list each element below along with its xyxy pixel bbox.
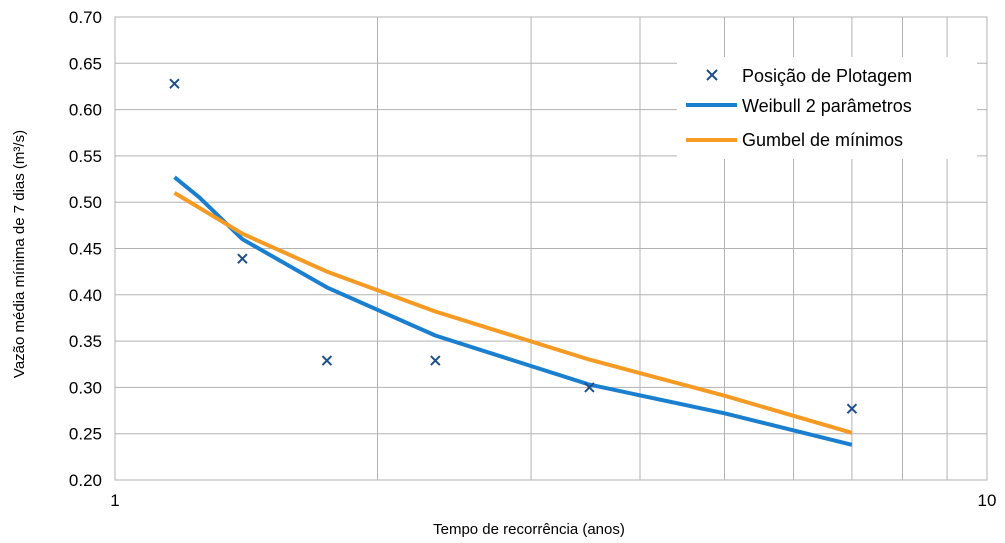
x-tick-label: 10 [978, 491, 997, 510]
y-tick-label: 0.60 [69, 101, 102, 120]
series-layer [169, 78, 858, 447]
y-axis-ticks: 0.20 0.25 0.30 0.35 0.40 0.45 0.50 0.55 0.60 0.65… [69, 8, 102, 490]
legend: Posição de Plotagem Weibull 2 parâmetros… [677, 57, 977, 159]
legend-marker-x-icon [706, 69, 718, 81]
y-tick-label: 0.45 [69, 240, 102, 259]
data-point-marker [430, 355, 441, 366]
y-tick-label: 0.55 [69, 147, 102, 166]
legend-label-plotting-position: Posição de Plotagem [742, 66, 912, 86]
legend-item-gumbel: Gumbel de mínimos [686, 130, 903, 150]
series-line-2 [173, 191, 853, 435]
y-tick-label: 0.40 [69, 286, 102, 305]
y-tick-label: 0.25 [69, 425, 102, 444]
y-tick-label: 0.20 [69, 471, 102, 490]
x-axis-ticks: 1 10 [110, 491, 996, 510]
y-tick-label: 0.30 [69, 378, 102, 397]
x-axis-title: Tempo de recorrência (anos) [433, 521, 625, 538]
data-point-marker [584, 382, 595, 393]
series-line-1 [173, 175, 853, 447]
y-tick-label: 0.35 [69, 332, 102, 351]
y-axis-title: Vazão média mínima de 7 dias (m³/s) [11, 130, 28, 378]
data-point-marker [321, 355, 333, 366]
plot-frame [114, 16, 988, 481]
data-point-marker [846, 403, 858, 414]
data-point-marker [237, 253, 248, 264]
legend-item-weibull: Weibull 2 parâmetros [686, 96, 912, 116]
legend-label-gumbel: Gumbel de mínimos [742, 130, 903, 150]
y-tick-label: 0.70 [69, 8, 102, 27]
y-tick-label: 0.50 [69, 193, 102, 212]
data-point-marker [169, 78, 180, 89]
legend-label-weibull: Weibull 2 parâmetros [742, 96, 912, 116]
x-tick-label: 1 [110, 491, 119, 510]
legend-item-plotting-position: Posição de Plotagem [706, 66, 912, 86]
y-tick-label: 0.65 [69, 54, 102, 73]
